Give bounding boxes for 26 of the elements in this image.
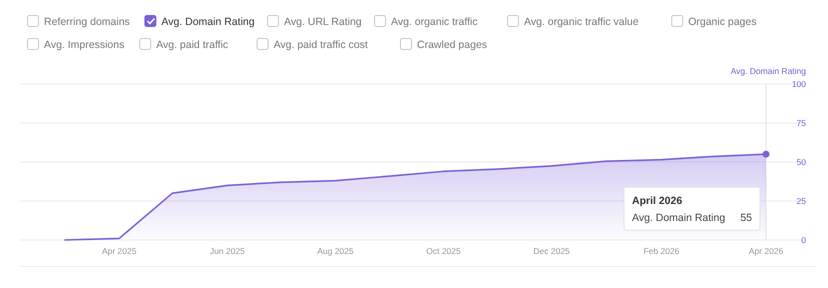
annotation: 55 [740,212,752,224]
x-tick-label: Feb 2026 [643,246,680,256]
y-axis-title: Avg. Domain Rating [730,66,806,76]
text: Crawled pages [417,39,488,51]
y-tick-label: 25 [796,196,806,206]
text: Avg. Domain Rating [632,212,726,224]
y-tick-label: 50 [796,156,806,167]
legend-label: Avg. Domain Rating [161,16,255,28]
text: Avg. paid traffic cost [274,39,368,51]
text: Avg. paid traffic [156,39,228,51]
text: Organic pages [688,16,756,28]
x-tick-label: Jun 2025 [210,246,246,256]
x-tick-label: Oct 2025 [426,246,462,256]
x-tick-label: Aug 2025 [317,246,354,256]
y-tick-label: 100 [792,78,806,89]
annotation: April 2026 [632,195,682,208]
y-tick-label: 75 [796,118,806,128]
text: Avg. URL Rating [284,16,362,28]
x-tick-label: Apr 2026 [748,246,784,256]
text: Avg. organic traffic [391,16,478,28]
text: Avg. organic traffic value [524,16,639,28]
x-tick-label: Dec 2025 [533,246,570,256]
text: Referring domains [44,16,130,28]
x-tick-label: Apr 2025 [102,246,137,256]
y-tick-label: 0 [801,234,806,245]
text: Avg. Impressions [44,39,124,51]
